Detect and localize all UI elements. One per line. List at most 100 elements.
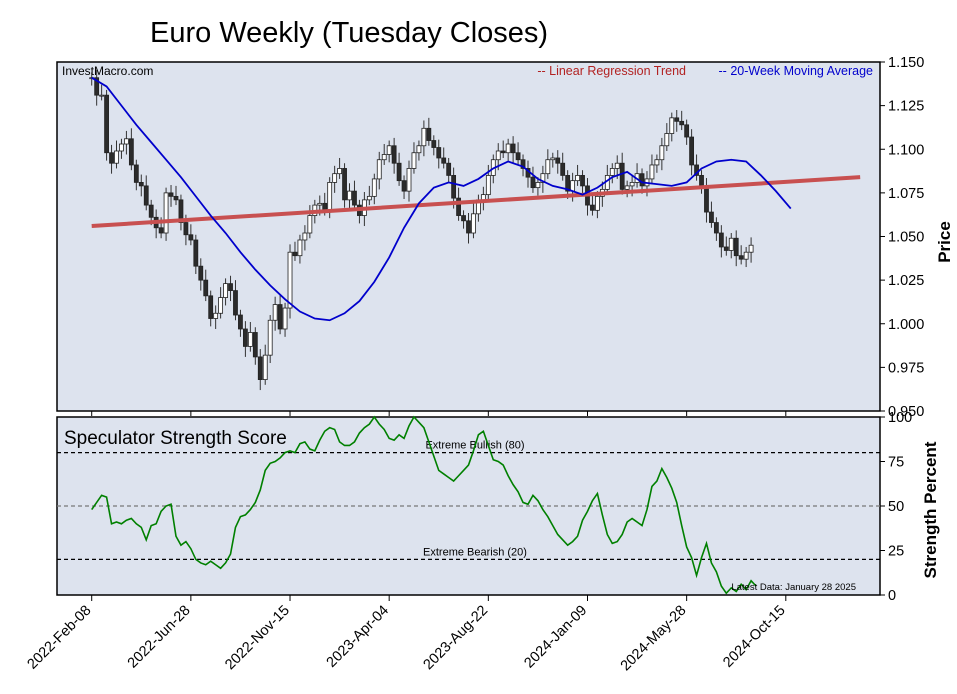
candle-body [550,157,556,161]
candle-body [431,140,437,148]
candle-body [451,175,457,199]
candle-body [416,145,422,154]
candle-body [436,147,442,159]
x-tick-label: 2024-Oct-15 [720,603,788,671]
candle-body [679,120,685,126]
candle-body [699,175,704,187]
candle-body [396,162,402,182]
candle-body [104,94,109,154]
candle-body [704,185,709,213]
candle-body [713,222,719,234]
candle-body [743,251,749,260]
candle-body [441,157,447,164]
x-tick-label: 2022-Nov-15 [222,603,293,674]
candle-body [590,204,595,211]
candle-body [242,328,248,347]
candle-body [456,197,461,216]
candle-body [391,145,397,164]
strength-panel [56,416,881,596]
strength-tick-label: 75 [888,455,904,471]
candle-body [515,152,521,161]
candle-body [411,152,417,169]
candle-body [352,190,357,206]
strength-tick-label: 50 [888,499,904,515]
candle-body [342,168,347,201]
candle-body [208,295,214,319]
candle-body [128,138,134,166]
candle-body [223,283,228,298]
x-tick-label: 2024-May-28 [618,603,690,675]
candle-body [689,136,695,166]
candle-body [381,154,387,161]
candle-body [138,182,144,187]
candle-body [674,117,680,122]
candle-body [684,124,690,138]
candle-body [401,180,407,192]
moving-average-line [91,76,792,322]
candle-body [565,175,571,192]
candle-body [580,175,585,187]
candle-body [99,94,105,97]
candle-body [188,234,194,241]
candle-body [307,215,313,234]
candle-body [247,332,253,347]
x-tick-label: 2023-Apr-04 [324,603,392,671]
candle-body [406,168,412,192]
candle-body [560,162,566,176]
candle-body [228,283,233,291]
candle-body [728,237,734,251]
candle-body [485,175,491,196]
candle-body [570,180,576,192]
candle-body [272,304,278,321]
candle-body [297,239,303,257]
price-tick-label: 1.125 [888,99,924,115]
candle-body [748,244,754,253]
candle-body [520,159,526,169]
candle-body [252,332,258,358]
regression-trend-line [91,175,861,229]
candle-body [505,143,511,154]
candle-body [257,356,263,380]
candle-body [386,145,392,155]
candle-body [203,279,209,297]
candle-body [158,227,164,234]
candle-body [659,145,665,161]
price-tick-label: 1.150 [888,55,924,71]
candle-body [119,143,124,152]
candle-body [495,150,501,161]
legend-ma: -- 20-Week Moving Average [719,64,874,78]
candle-body [133,164,139,183]
candle-body [218,297,224,314]
candle-body [143,185,149,206]
candle-body [168,192,174,197]
candle-body [595,195,600,211]
legend-trend: -- Linear Regression Trend [537,64,686,78]
candle-body [109,152,114,164]
candle-body [292,251,298,257]
candle-body [446,162,452,176]
candle-body [738,255,744,260]
candle-body [148,204,154,218]
strength-tick-label: 0 [888,588,896,604]
candle-body [510,143,516,154]
price-tick-label: 0.975 [888,360,924,376]
candle-body [114,150,119,164]
candle-body [555,157,561,164]
candle-body [426,127,432,141]
latest-data-note: Latest Data: January 28 2025 [731,582,856,593]
candle-body [540,173,546,183]
candle-body [302,232,308,241]
candles [89,69,754,391]
candle-body [371,178,377,197]
price-tick-label: 1.100 [888,142,924,158]
candle-body [733,237,739,257]
strength-line [91,415,757,595]
candle-body [619,162,625,190]
price-tick-label: 1.000 [888,317,924,333]
candle-body [709,211,714,223]
candle-body [233,290,238,316]
strength-title: Speculator Strength Score [64,428,287,449]
candle-body [535,182,541,189]
price-tick-label: 0.950 [888,404,924,420]
